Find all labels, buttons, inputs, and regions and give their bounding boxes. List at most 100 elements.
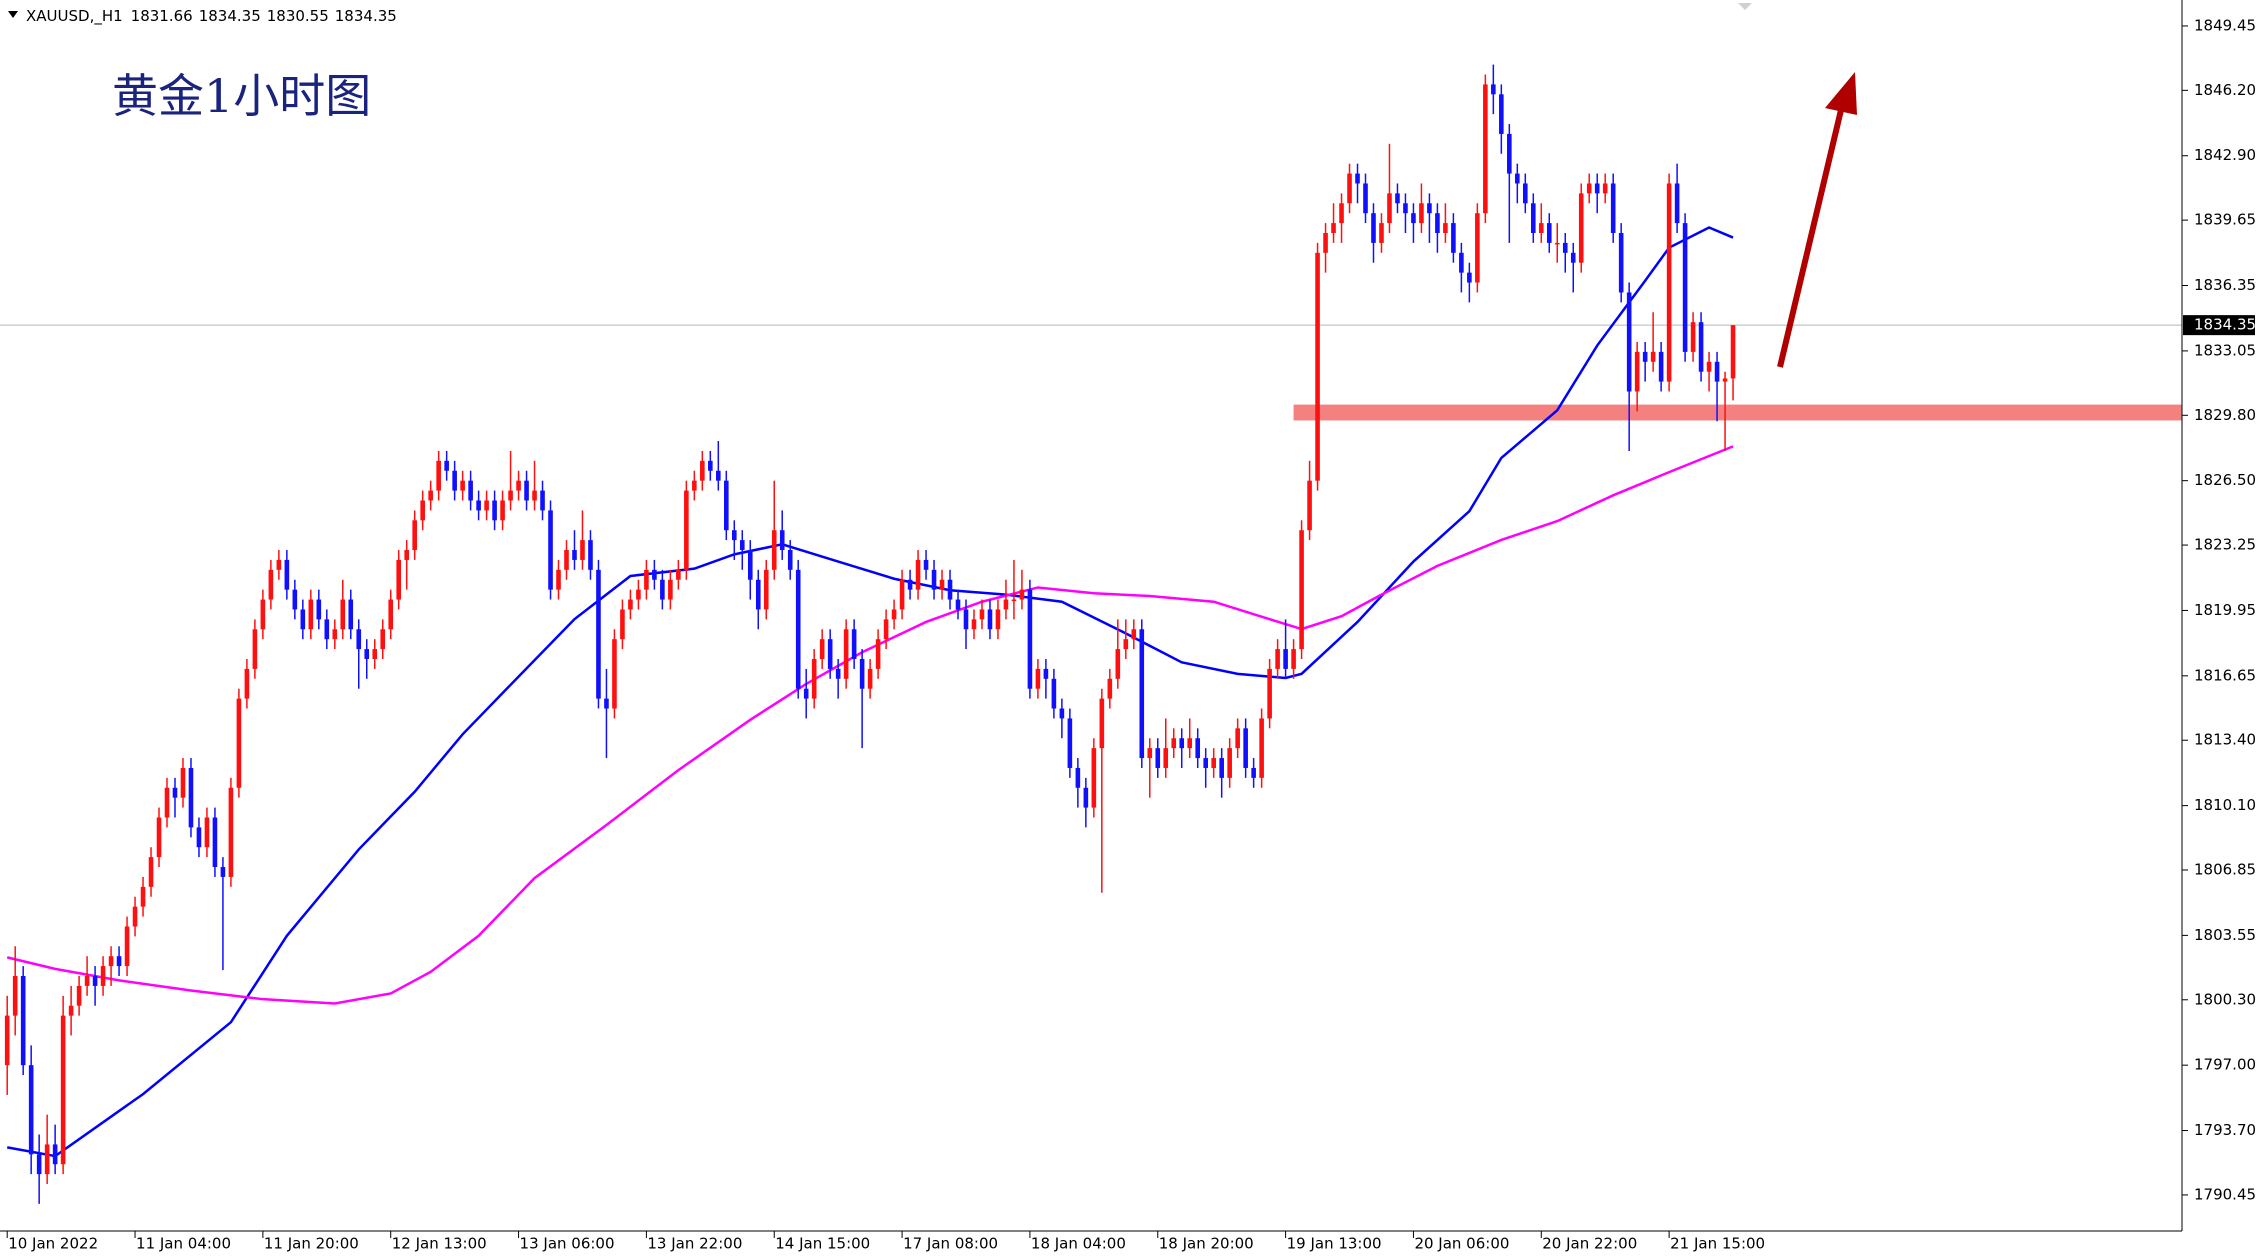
y-tick-label: 1810.10 [2194,796,2256,814]
candle-body [1578,193,1584,263]
candle-body [1051,678,1057,709]
candle-body [580,540,585,560]
candle-body [1507,133,1512,174]
moving-average [6,445,1734,1005]
candle-body [436,460,441,491]
candle-body [891,609,897,620]
menu-triangle [8,11,18,18]
candle-body [468,480,473,501]
candle-body [1475,213,1480,283]
candle-body [364,649,370,659]
candle-body [747,550,753,580]
candle-body [1347,173,1352,204]
candle-body [1491,84,1496,95]
candle-body [228,787,234,877]
candle-body [1315,252,1320,481]
candle-body [883,619,889,640]
candle-body [1618,233,1624,293]
candle-body [1115,649,1121,679]
candle-body [36,1154,42,1175]
candle-body [508,490,513,501]
candle-body [604,698,609,709]
candle-body [1546,223,1552,243]
candle-body [1227,748,1232,778]
x-tick-label: 11 Jan 04:00 [136,1235,231,1253]
candle-body [1650,351,1656,362]
candle-body [1666,183,1672,382]
candle-body [676,569,681,580]
candle-body [420,500,425,521]
close: 1834.35 [335,7,397,25]
candle-body [1139,629,1145,759]
y-tick-label: 1839.65 [2194,211,2256,229]
candle-body [819,639,825,659]
x-tick-label: 18 Jan 20:00 [1159,1235,1254,1253]
candle-body [396,559,402,600]
candle-body [1099,698,1105,749]
candle-body [875,639,881,669]
candle-body [1035,668,1041,689]
y-tick-label: 1846.20 [2194,81,2256,99]
candle-body [1483,84,1488,214]
x-tick-label: 17 Jan 08:00 [903,1235,998,1253]
candle-body [1459,252,1464,273]
candle-body [1299,530,1304,650]
candle-body [316,599,322,620]
annotation: 黄金1小时图 [112,69,371,123]
candle-body [731,530,737,541]
current-price-label: 1834.35 [2194,316,2256,334]
candle-body [1163,748,1169,768]
candle-body [755,579,761,610]
candle-body [1131,629,1137,640]
candle-body [979,609,985,620]
y-tick-label: 1797.00 [2194,1056,2256,1074]
candle-body [572,550,577,560]
candle-body [476,500,481,511]
candle-body [843,629,849,679]
candle-body [1003,599,1009,610]
low: 1830.55 [267,7,329,25]
candle-body [1554,242,1560,245]
candle-body [1634,351,1640,392]
candle-body [1011,599,1017,602]
candle-body [1411,213,1416,224]
candle-body [652,569,657,580]
candle-body [308,599,314,630]
candle-body [1570,252,1576,263]
candle-body [1451,223,1456,253]
current-price-box [2183,315,2255,336]
candle-body [1499,94,1504,134]
candle-body [763,569,769,610]
y-tick-label: 1790.45 [2194,1185,2256,1203]
candle-body [1251,767,1256,778]
candle-body [923,559,929,570]
candle-body [963,609,969,630]
candle-body [795,569,801,689]
candle-body [1586,183,1592,194]
candle-body [124,926,130,967]
candle-body [100,966,106,986]
y-tick-label: 1833.05 [2194,341,2256,359]
candle-body [811,658,817,699]
candle-body [1259,718,1264,778]
candle-body [1658,351,1664,382]
candle-body [452,470,457,491]
x-tick-label: 20 Jan 06:00 [1414,1235,1509,1253]
candle-body [492,500,497,521]
candle-body [1562,242,1568,253]
candle-body [20,976,26,1066]
candle-body [1323,233,1328,253]
candle-body [164,787,170,818]
trend-arrow-shaft [1777,109,1844,368]
x-tick-label: 19 Jan 13:00 [1287,1235,1382,1253]
candle-body [108,956,114,967]
candle-body [1043,668,1049,679]
ma-layer [6,226,1734,1158]
candle-body [1211,758,1216,768]
candle-body [276,559,282,570]
candle-body [939,579,945,590]
candle-body [1730,325,1736,379]
candle-body [1331,223,1336,234]
candle-body [1610,183,1616,234]
candle-body [196,827,202,848]
